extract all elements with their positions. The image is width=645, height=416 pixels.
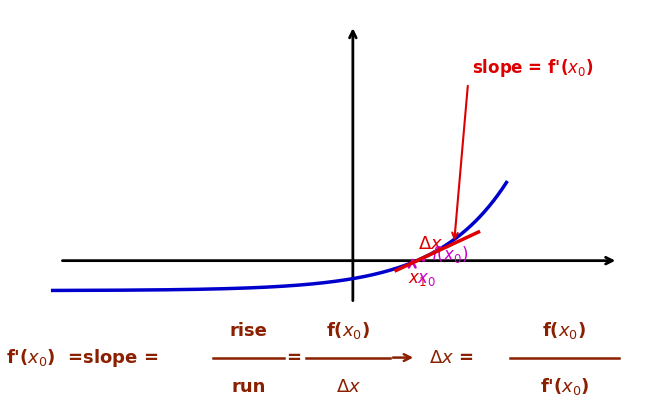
Text: f($x_0$): f($x_0$) (542, 320, 586, 341)
Text: slope = f'($x_0$): slope = f'($x_0$) (471, 57, 593, 79)
Text: $x_0$: $x_0$ (417, 270, 435, 288)
Text: $\Delta x$: $\Delta x$ (418, 235, 443, 253)
Text: f($x_0$): f($x_0$) (326, 320, 370, 341)
Text: $x_1$: $x_1$ (408, 270, 426, 288)
Text: f'($x_0$)  =slope =: f'($x_0$) =slope = (6, 347, 161, 369)
Text: $\Delta x$: $\Delta x$ (336, 378, 361, 396)
Text: run: run (231, 378, 266, 396)
Text: $\Delta x$ =: $\Delta x$ = (429, 349, 475, 366)
Text: rise: rise (230, 322, 267, 339)
Text: $f(x_0)$: $f(x_0)$ (431, 245, 468, 265)
Text: f'($x_0$): f'($x_0$) (540, 376, 589, 397)
Text: =: = (286, 349, 301, 366)
